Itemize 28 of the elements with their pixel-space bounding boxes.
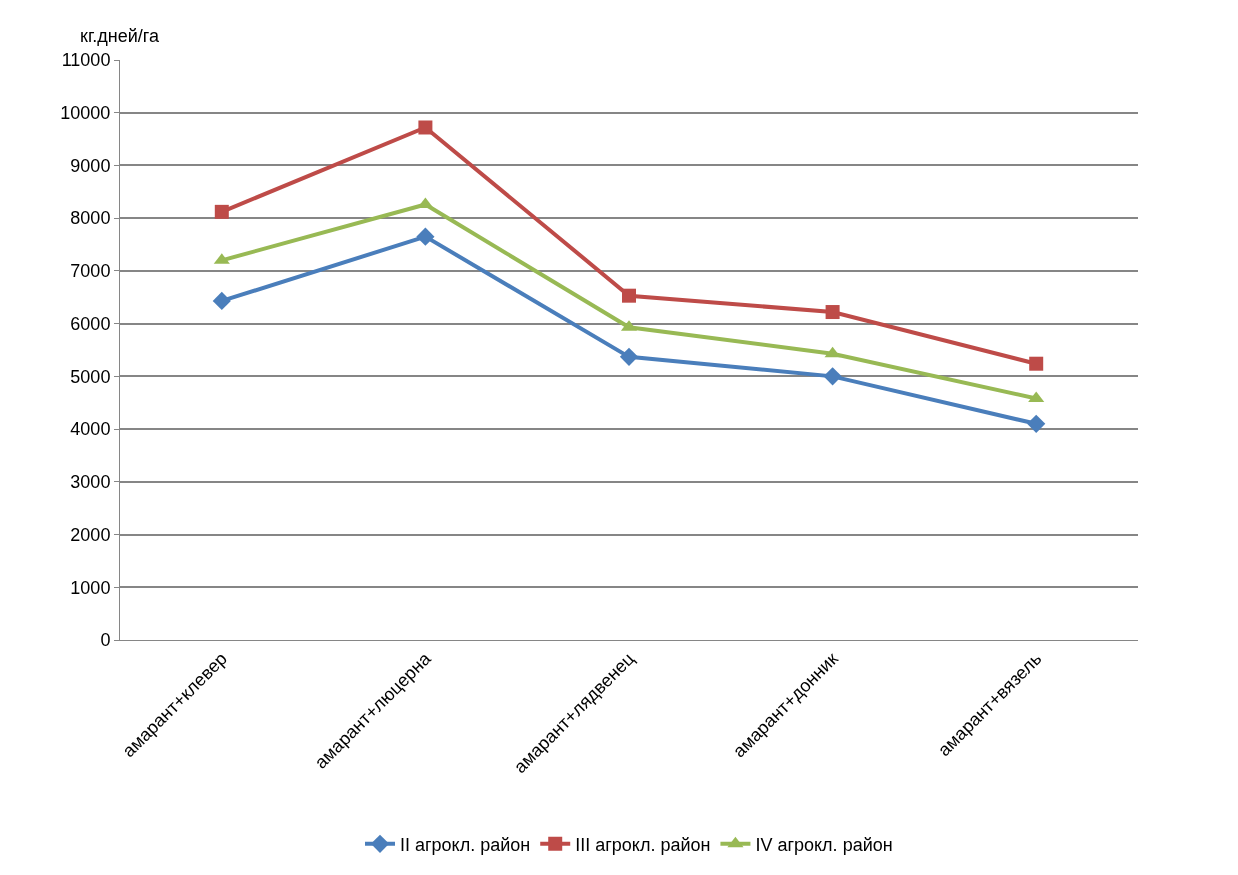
y-tick-label: 10000 (60, 103, 111, 124)
point (825, 305, 840, 320)
point (824, 346, 841, 358)
y-tick-label: 9000 (70, 155, 111, 176)
y-tick-label: 11000 (61, 50, 111, 71)
point (214, 204, 229, 219)
y-tick-label: 6000 (70, 313, 111, 334)
y-tick-label: 1000 (70, 577, 111, 598)
y-tick-label: 5000 (70, 366, 111, 387)
y-tick-label: 3000 (70, 472, 111, 493)
point (416, 227, 435, 246)
y-tick-label: 0 (100, 630, 111, 651)
legend-label: II агрокл. район (400, 834, 531, 855)
y-axis-title: кг.дней/га (80, 26, 160, 46)
point (619, 347, 639, 366)
y-tick-label: 7000 (70, 261, 111, 282)
point (212, 291, 231, 311)
point (418, 120, 433, 135)
y-tick-label: 2000 (70, 524, 111, 545)
point (1027, 414, 1046, 433)
legend-label: III агрокл. район (575, 834, 711, 855)
y-tick-label: 8000 (70, 208, 111, 229)
legend-label: IV агрокл. район (755, 834, 893, 855)
point (823, 367, 842, 386)
y-tick-label: 4000 (70, 419, 111, 440)
point (622, 288, 636, 303)
point (1029, 356, 1044, 371)
point (1028, 391, 1045, 403)
